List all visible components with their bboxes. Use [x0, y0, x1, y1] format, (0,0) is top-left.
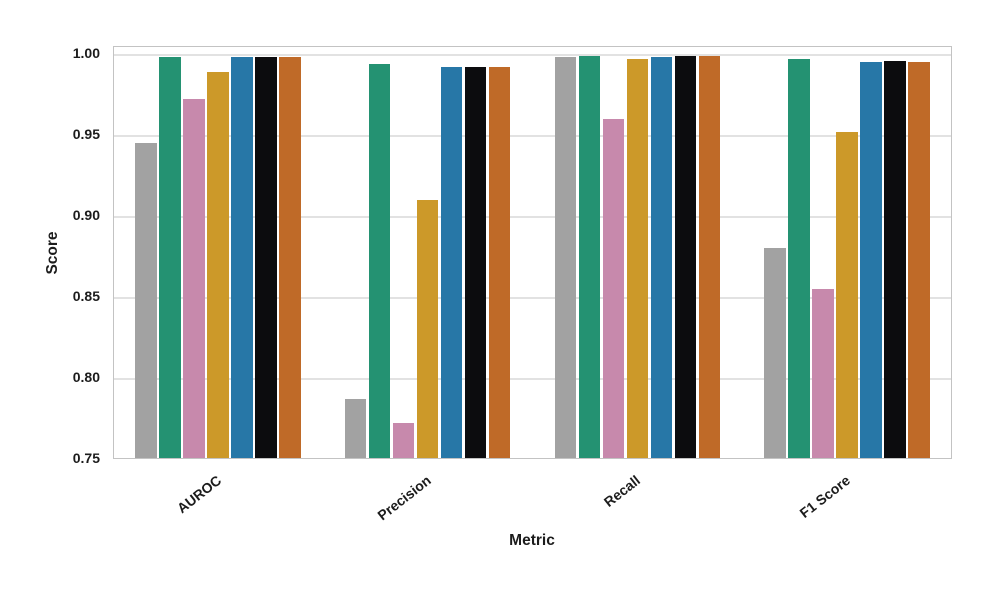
- bar-green-auroc: [159, 57, 181, 459]
- x-tick-label: Precision: [373, 472, 434, 524]
- x-axis-title: Metric: [509, 532, 555, 549]
- bar-gray-recall: [554, 57, 577, 459]
- bar-gold-precision: [416, 199, 439, 459]
- x-tick-label: Recall: [600, 472, 644, 511]
- bar-black-auroc: [255, 57, 277, 459]
- bar-blue-precision: [440, 67, 463, 459]
- y-tick-label: 1.00: [72, 45, 100, 62]
- y-tick-label: 0.75: [72, 450, 100, 466]
- bar-orange-recall: [698, 55, 721, 459]
- bar-black-f1-score: [884, 60, 906, 459]
- y-tick-label: 0.95: [72, 126, 100, 143]
- y-axis-title: Score: [44, 231, 61, 275]
- bar-pink-auroc: [183, 99, 205, 459]
- bar-pink-recall: [602, 118, 625, 459]
- bar-green-recall: [578, 55, 601, 459]
- gridline: [113, 54, 952, 56]
- bar-gold-auroc: [207, 71, 229, 459]
- gridline: [113, 297, 952, 299]
- x-tick-label: AUROC: [173, 472, 224, 517]
- bar-blue-auroc: [231, 57, 253, 459]
- bar-green-precision: [368, 63, 391, 459]
- y-tick-label: 0.85: [72, 288, 100, 305]
- plot-area: [113, 46, 952, 459]
- bar-gray-precision: [344, 399, 367, 459]
- bar-gray-f1-score: [764, 248, 786, 459]
- x-tick-label: F1 Score: [796, 472, 853, 522]
- bar-orange-precision: [488, 67, 511, 459]
- gridline: [113, 378, 952, 380]
- bar-pink-precision: [392, 423, 415, 459]
- bar-blue-recall: [650, 57, 673, 459]
- bar-green-f1-score: [788, 58, 810, 459]
- bar-orange-auroc: [279, 57, 301, 459]
- y-tick-label: 0.80: [72, 369, 100, 386]
- bar-gold-f1-score: [836, 131, 858, 459]
- bar-gray-auroc: [135, 143, 157, 459]
- bar-black-recall: [674, 55, 697, 459]
- bar-pink-f1-score: [812, 288, 834, 459]
- y-tick-label: 0.90: [72, 207, 100, 224]
- bar-blue-f1-score: [860, 62, 882, 459]
- bar-orange-f1-score: [908, 62, 930, 459]
- bar-black-precision: [464, 67, 487, 459]
- gridline: [113, 216, 952, 218]
- bar-gold-recall: [626, 58, 649, 459]
- gridline: [113, 135, 952, 137]
